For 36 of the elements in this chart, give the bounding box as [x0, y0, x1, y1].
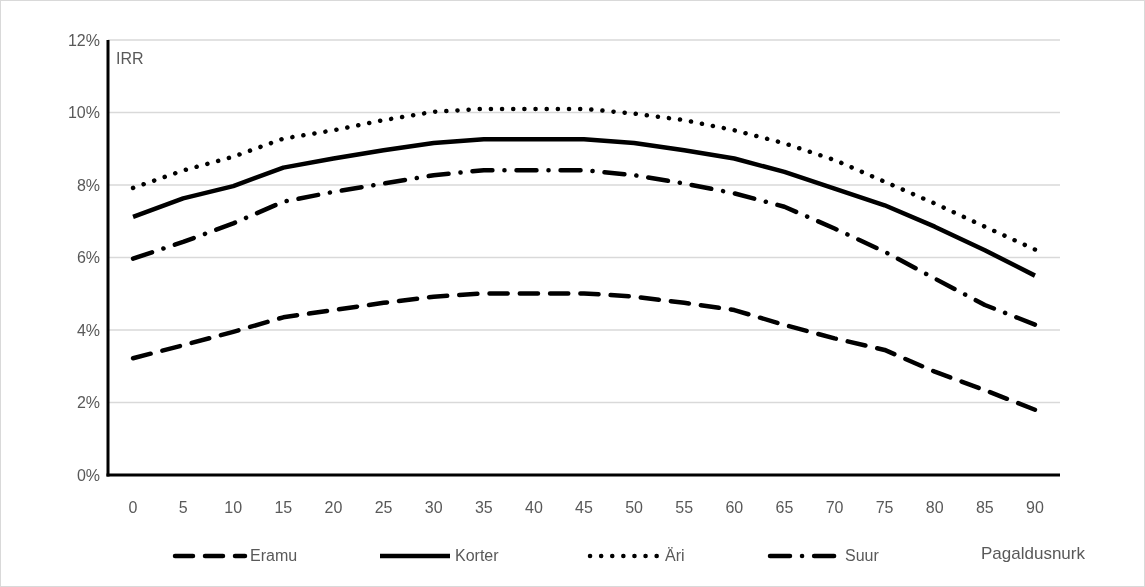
legend-label: Äri	[665, 547, 685, 564]
line-series	[130, 167, 1038, 327]
x-tick-label: 60	[725, 499, 744, 516]
x-tick-label: 15	[274, 499, 293, 516]
x-tick-label: 90	[1026, 499, 1044, 516]
x-tick-label: 0	[128, 499, 138, 516]
y-tick-label: 0%	[76, 466, 100, 484]
x-tick-label: 5	[178, 499, 188, 516]
x-tick-label: 20	[324, 499, 343, 516]
x-tick-label: 85	[975, 499, 994, 516]
x-axis-title: Pagaldusnurk	[981, 544, 1086, 563]
x-tick-label: 55	[675, 499, 694, 516]
x-tick-label: 70	[825, 499, 844, 516]
line-series	[130, 291, 1038, 412]
legend-label: Suur	[845, 547, 880, 564]
y-tick-label: 6%	[76, 249, 100, 267]
x-tick-label: 30	[424, 499, 443, 516]
y-tick-label: 4%	[76, 321, 100, 339]
x-tick-label: 80	[925, 499, 944, 516]
line-series	[130, 106, 1038, 252]
y-tick-label: 10%	[67, 104, 100, 122]
x-tick-label: 75	[875, 499, 894, 516]
y-tick-label: 8%	[76, 176, 100, 194]
line-series	[130, 137, 1038, 278]
legend-label: Eramu	[250, 547, 298, 564]
x-tick-label: 25	[374, 499, 393, 516]
x-tick-label: 65	[775, 499, 794, 516]
x-tick-label: 10	[224, 499, 243, 516]
y-axis-title: IRR	[116, 50, 144, 67]
x-tick-label: 40	[525, 499, 543, 516]
x-tick-label: 50	[625, 499, 644, 516]
x-tick-label: 35	[474, 499, 493, 516]
legend-label: Korter	[455, 547, 500, 564]
y-tick-label: 12%	[67, 31, 100, 49]
y-tick-label: 2%	[76, 394, 100, 412]
x-tick-label: 45	[575, 499, 593, 516]
